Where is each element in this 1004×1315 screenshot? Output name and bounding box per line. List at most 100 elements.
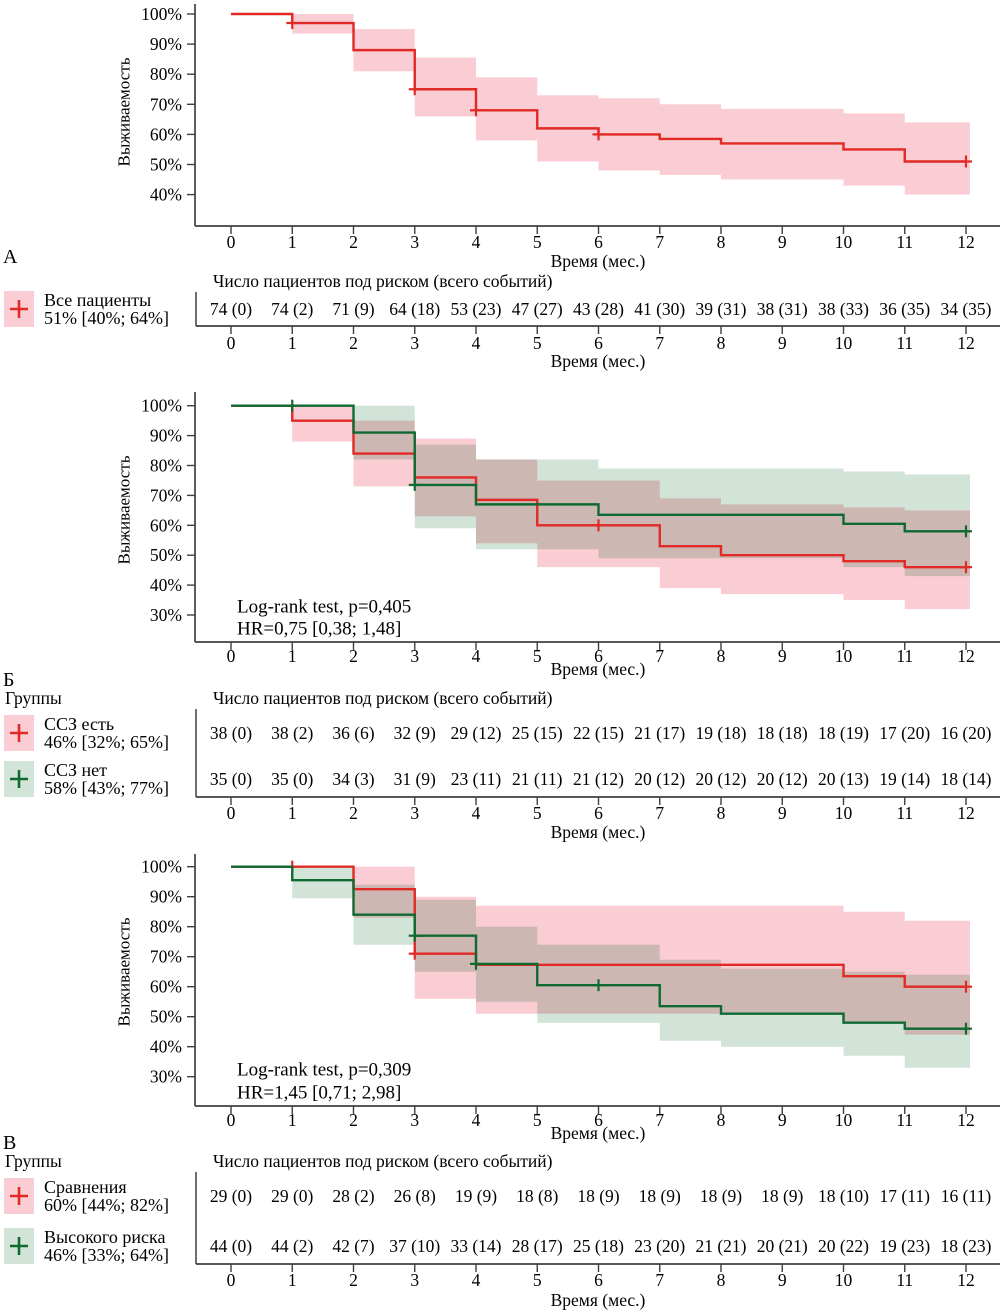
stats-line: HR=1,45 [0,71; 2,98] xyxy=(237,1083,401,1104)
risk-value: 44 (2) xyxy=(271,1236,313,1256)
x-tick-label: 2 xyxy=(349,232,358,252)
legend-estimate: 51% [40%; 64%] xyxy=(44,308,169,328)
risk-x-tick-label: 6 xyxy=(594,1270,603,1290)
risk-value: 34 (35) xyxy=(940,299,991,319)
y-tick-label: 60% xyxy=(150,515,182,535)
risk-x-tick-label: 11 xyxy=(896,333,913,353)
risk-value: 32 (9) xyxy=(394,723,436,743)
risk-x-tick-label: 6 xyxy=(594,333,603,353)
risk-value: 20 (22) xyxy=(818,1236,869,1256)
y-tick-label: 90% xyxy=(150,887,182,907)
y-tick-label: 70% xyxy=(150,947,182,967)
x-tick-label: 6 xyxy=(594,646,603,666)
x-tick-label: 4 xyxy=(472,232,481,252)
risk-value: 38 (0) xyxy=(210,723,252,743)
survival-curve-1 xyxy=(231,865,966,1030)
censor-mark xyxy=(408,83,421,96)
risk-value: 38 (31) xyxy=(757,299,808,319)
risk-value: 28 (2) xyxy=(332,1186,374,1206)
risk-x-tick-label: 7 xyxy=(655,333,664,353)
y-tick-label: 100% xyxy=(141,857,182,877)
censor-mark xyxy=(960,980,972,993)
x-tick-label: 8 xyxy=(717,232,726,252)
risk-value: 36 (35) xyxy=(879,299,930,319)
x-tick-label: 9 xyxy=(778,232,787,252)
censor-mark xyxy=(286,17,299,30)
x-tick-label: 5 xyxy=(533,232,542,252)
risk-value: 20 (12) xyxy=(695,769,746,789)
x-tick-label: 2 xyxy=(349,1110,358,1130)
y-tick-label: 80% xyxy=(150,917,182,937)
stats-line: Log-rank test, p=0,309 xyxy=(237,1060,411,1081)
risk-value: 47 (27) xyxy=(512,299,563,319)
risk-x-tick-label: 7 xyxy=(655,1270,664,1290)
x-tick-label: 10 xyxy=(835,232,853,252)
risk-value: 18 (8) xyxy=(516,1186,558,1206)
risk-value: 53 (23) xyxy=(450,299,501,319)
risk-value: 29 (0) xyxy=(271,1186,313,1206)
risk-x-tick-label: 12 xyxy=(957,803,975,823)
risk-x-tick-label: 8 xyxy=(717,803,726,823)
risk-x-tick-label: 2 xyxy=(349,333,358,353)
risk-x-tick-label: 5 xyxy=(533,333,542,353)
x-tick-label: 12 xyxy=(957,646,975,666)
legend-name: Высокого риска xyxy=(44,1227,165,1247)
risk-value: 26 (8) xyxy=(394,1186,436,1206)
panel-Б: 100%90%80%70%60%50%40%30%0 1 2 3 4 5 6 7 8 9 10 11 1… xyxy=(3,392,1000,842)
x-tick-label: 7 xyxy=(655,1110,664,1130)
x-tick-label: 11 xyxy=(896,646,913,666)
risk-value: 16 (20) xyxy=(940,723,991,743)
risk-x-tick-label: 4 xyxy=(472,803,481,823)
censor-mark xyxy=(592,128,605,141)
x-tick-label: 3 xyxy=(410,232,419,252)
y-tick-label: 40% xyxy=(150,1037,182,1057)
legend-name: Сравнения xyxy=(44,1177,127,1197)
legend-plus-icon xyxy=(10,1187,28,1205)
risk-table-header: Число пациентов под риском (всего событи… xyxy=(213,271,553,291)
x-tick-label: 8 xyxy=(717,646,726,666)
x-axis-title: Время (мес.) xyxy=(551,659,646,679)
risk-table-header: Число пациентов под риском (всего событи… xyxy=(213,1151,553,1171)
risk-x-tick-label: 4 xyxy=(472,333,481,353)
censor-mark xyxy=(470,104,482,117)
y-tick-label: 100% xyxy=(141,396,182,416)
risk-value: 38 (2) xyxy=(271,723,313,743)
risk-value: 19 (9) xyxy=(455,1186,497,1206)
x-tick-label: 6 xyxy=(594,1110,603,1130)
x-tick-label: 0 xyxy=(227,646,236,666)
risk-x-axis-title: Время (мес.) xyxy=(551,822,646,842)
x-tick-label: 11 xyxy=(896,1110,913,1130)
risk-x-tick-label: 1 xyxy=(288,1270,297,1290)
panel-label: В xyxy=(3,1132,16,1154)
y-tick-label: 50% xyxy=(150,155,182,175)
risk-x-tick-label: 5 xyxy=(533,803,542,823)
risk-value: 18 (14) xyxy=(940,769,991,789)
risk-x-axis-title: Время (мес.) xyxy=(551,351,646,371)
x-tick-label: 0 xyxy=(227,1110,236,1130)
x-tick-label: 2 xyxy=(349,646,358,666)
censor-mark xyxy=(286,399,299,412)
risk-x-tick-label: 9 xyxy=(778,1270,787,1290)
legend-title: Группы xyxy=(5,688,62,708)
risk-table: Число пациентов под риском (всего событи… xyxy=(195,271,1000,371)
x-tick-label: 0 xyxy=(227,232,236,252)
risk-value: 38 (33) xyxy=(818,299,869,319)
risk-value: 44 (0) xyxy=(210,1236,252,1256)
risk-value: 34 (3) xyxy=(332,769,374,789)
x-tick-label: 8 xyxy=(717,1110,726,1130)
y-tick-label: 40% xyxy=(150,185,182,205)
survival-curve-1 xyxy=(231,404,966,533)
risk-x-tick-label: 11 xyxy=(896,1270,913,1290)
risk-value: 35 (0) xyxy=(210,769,252,789)
y-axis-title: Выживаемость xyxy=(115,57,134,166)
x-tick-label: 12 xyxy=(957,1110,975,1130)
risk-row-0: 29 (0) 29 (0) 28 (2) 26 (8) 19 (9) 18 (8) 18 (… xyxy=(210,1186,991,1206)
censor-mark xyxy=(592,979,605,992)
y-tick-label: 30% xyxy=(150,1067,182,1087)
risk-value: 41 (30) xyxy=(634,299,685,319)
y-tick-label: 90% xyxy=(150,426,182,446)
risk-x-tick-label: 9 xyxy=(778,333,787,353)
risk-value: 18 (9) xyxy=(761,1186,803,1206)
